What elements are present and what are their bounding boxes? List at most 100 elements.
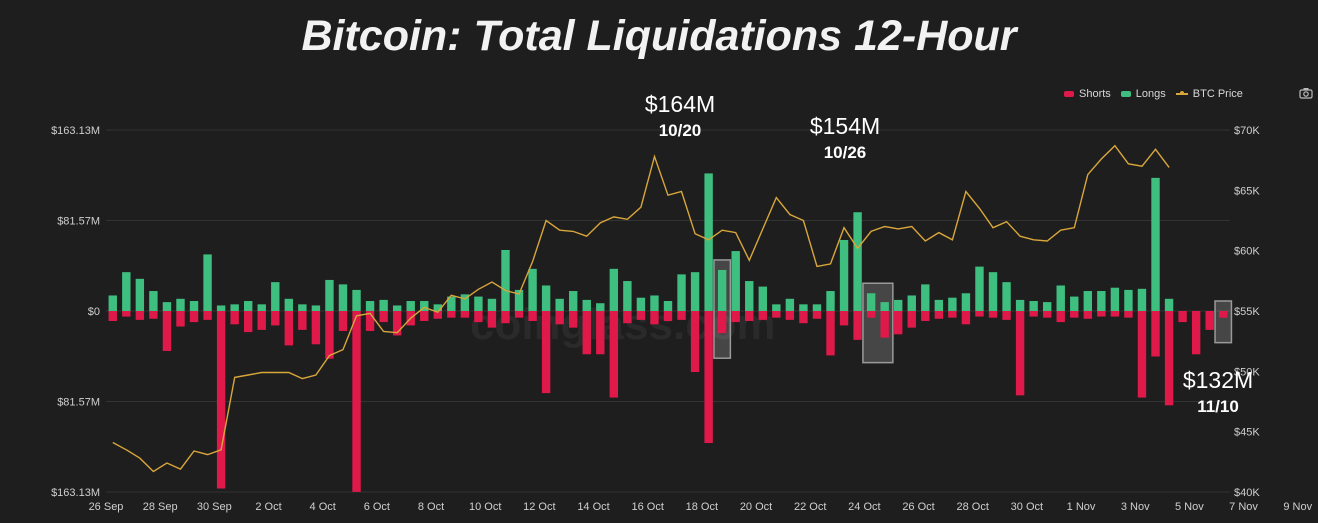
shorts-bar [474,311,483,323]
legend-item-shorts[interactable]: Shorts [1064,88,1111,100]
shorts-bar [135,311,145,320]
shorts-bar [569,311,578,328]
longs-bar [216,305,226,311]
longs-bar [474,296,483,311]
bar-layer [108,173,1228,492]
shorts-bar [420,311,429,321]
longs-bar [1015,299,1025,311]
longs-bar [243,301,253,311]
longs-bar [948,297,957,311]
shorts-bar [663,311,673,321]
shorts-bar [541,311,551,394]
shorts-bar [961,311,971,325]
longs-bar [569,291,578,311]
shorts-bar [650,311,659,325]
shorts-bar [596,311,605,355]
shorts-bar [839,311,849,326]
longs-bar [555,298,564,311]
longs-bar [501,249,510,311]
shorts-bar [203,311,212,320]
shorts-bar [149,311,158,319]
longs-bar [826,291,835,311]
x-tick-label: 8 Oct [418,501,444,513]
longs-bar [149,291,158,311]
shorts-bar [1002,311,1011,320]
longs-bar [311,305,321,311]
longs-bar [907,295,916,311]
longs-bar [447,296,456,311]
longs-bar [487,298,497,311]
shorts-bar [162,311,172,351]
x-tick-label: 16 Oct [631,501,663,513]
shorts-swatch-icon [1064,91,1074,97]
longs-bar [758,286,767,311]
longs-bar [325,279,334,311]
legend-item-longs[interactable]: Longs [1120,88,1166,100]
annotation-amount: $132M [1182,367,1254,393]
shorts-bar [352,311,361,492]
x-tick-label: 30 Sep [197,501,232,513]
longs-bar [514,289,524,311]
shorts-bar [447,311,456,318]
legend: Shorts Longs BTC Price [1064,84,1304,104]
y2-tick-label: $65K [1234,185,1260,197]
legend-label-btc-price: BTC Price [1192,88,1243,100]
longs-bar [582,299,591,311]
shorts-bar [1191,311,1201,355]
shorts-bar [257,311,266,330]
longs-bar [257,304,266,311]
camera-icon[interactable] [1299,87,1313,99]
longs-bar [731,251,740,311]
line-layer [112,144,1170,473]
longs-bar [298,304,307,311]
longs-bar [284,298,294,311]
shorts-bar [243,311,253,333]
shorts-bar [1070,311,1079,318]
shorts-bar [555,311,564,325]
shorts-bar [325,311,334,359]
longs-bar [934,299,944,311]
shorts-bar [731,311,740,323]
shorts-bar [853,311,862,340]
longs-bar [1151,177,1160,311]
shorts-bar [338,311,348,331]
x-tick-label: 30 Oct [1011,501,1043,513]
longs-bar [379,299,388,311]
longs-bar [690,272,700,311]
shorts-bar [365,311,375,331]
legend-label-shorts: Shorts [1079,88,1111,100]
annotation-date: 10/26 [823,143,867,162]
y-tick-label: $163.13M [51,487,100,499]
shorts-bar [717,311,727,334]
legend-item-btc-price[interactable]: BTC Price [1175,88,1243,100]
longs-bar [839,239,849,311]
longs-bar [392,305,402,311]
x-tick-label: 26 Sep [89,501,124,513]
annotation-amount: $164M [644,91,716,117]
longs-bar [528,268,537,311]
longs-bar [866,293,876,311]
longs-bar [1164,298,1174,311]
longs-bar [189,301,199,311]
y-tick-label: $163.13M [51,125,100,137]
shorts-bar [528,311,537,321]
x-tick-label: 6 Oct [364,501,390,513]
longs-bar [961,293,971,311]
longs-bar [433,304,442,311]
shorts-bar [298,311,307,330]
y-tick-label: $81.57M [57,215,100,227]
shorts-bar [677,311,686,320]
longs-bar [1110,287,1120,311]
y2-tick-label: $45K [1234,427,1260,439]
longs-bar [785,298,795,311]
longs-swatch-icon [1120,91,1131,97]
shorts-bar [1205,311,1214,330]
shorts-bar [122,311,131,317]
shorts-bar [623,311,632,324]
longs-bar [609,268,619,311]
y2-tick-label: $60K [1234,246,1260,258]
shorts-bar [230,311,239,325]
shorts-bar [894,311,903,335]
longs-bar [108,295,117,311]
shorts-bar [1110,311,1120,317]
